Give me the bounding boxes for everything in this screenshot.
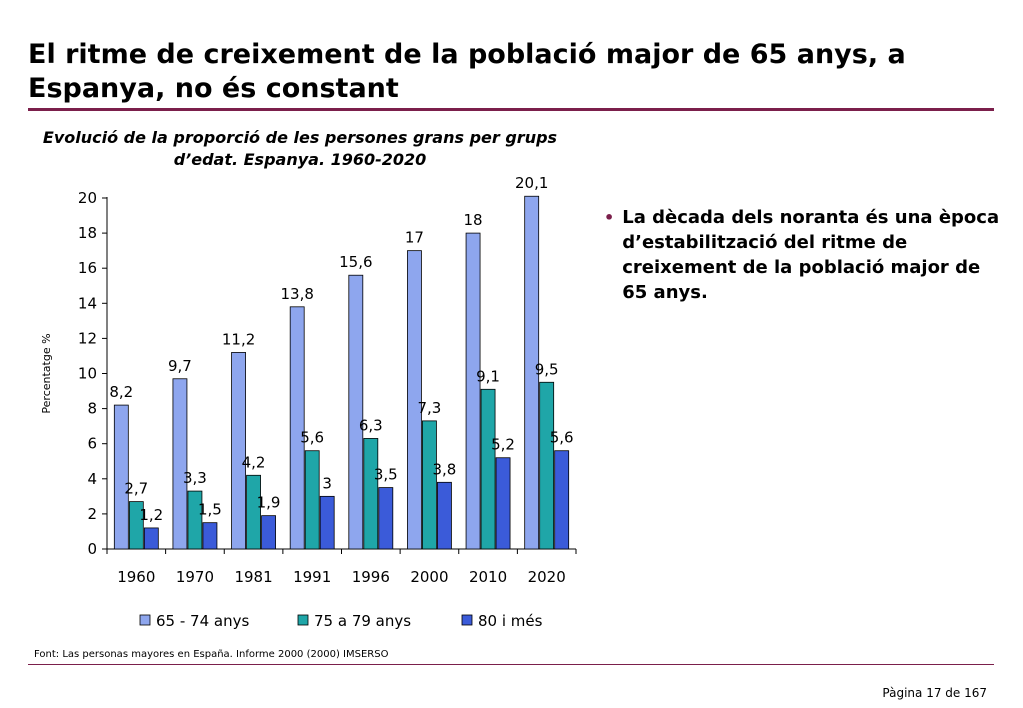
bar <box>378 487 394 550</box>
y-tick-label: 14 <box>78 294 97 312</box>
data-label: 20,1 <box>515 174 548 192</box>
y-tick-label: 0 <box>87 540 97 558</box>
data-label: 1,5 <box>198 501 222 519</box>
data-label: 3,5 <box>374 466 398 484</box>
bar <box>539 381 555 550</box>
bar <box>172 378 188 550</box>
data-label: 8,2 <box>109 383 133 401</box>
bar <box>422 420 437 550</box>
data-label: 18 <box>464 211 483 229</box>
data-label: 3 <box>322 474 332 492</box>
y-tick-label: 16 <box>78 259 97 277</box>
bar <box>202 522 218 550</box>
y-tick-label: 4 <box>87 470 97 488</box>
data-label: 9,1 <box>476 367 500 385</box>
data-label: 13,8 <box>280 285 313 303</box>
legend-label: 75 a 79 anys <box>314 612 411 630</box>
x-tick-label: 1970 <box>176 568 214 586</box>
y-tick-label: 10 <box>78 365 97 383</box>
x-tick-label: 1996 <box>352 568 390 586</box>
bar <box>128 501 144 550</box>
bar <box>246 474 261 550</box>
y-axis-label: Percentatge % <box>40 333 53 413</box>
title-divider <box>28 108 994 111</box>
bar <box>465 232 481 550</box>
data-label: 1,9 <box>257 494 281 512</box>
chart-title: Evolució de la proporció de les persones… <box>42 128 558 169</box>
legend-label: 65 - 74 anys <box>156 612 249 630</box>
data-label: 5,6 <box>550 429 574 447</box>
bar <box>554 450 570 550</box>
data-label: 1,2 <box>139 506 163 524</box>
page-number: Pàgina 17 de 167 <box>882 686 987 700</box>
y-tick-label: 8 <box>87 400 97 418</box>
source-note: Font: Las personas mayores en España. In… <box>34 649 389 660</box>
data-label: 5,2 <box>491 436 515 454</box>
data-label: 11,2 <box>222 330 255 348</box>
x-tick-label: 1960 <box>117 568 155 586</box>
data-label: 4,2 <box>242 453 266 471</box>
y-tick-label: 6 <box>87 435 97 453</box>
data-label: 3,8 <box>433 460 457 478</box>
data-label: 9,7 <box>168 357 192 375</box>
bar <box>304 450 320 550</box>
y-tick-label: 20 <box>78 189 97 207</box>
bar <box>289 306 305 550</box>
bar <box>319 495 335 550</box>
bullet-point: • La dècada dels noranta és una època d’… <box>604 205 1004 305</box>
bar <box>480 388 496 550</box>
bar <box>348 274 364 550</box>
legend-swatch <box>139 614 151 626</box>
bar <box>363 438 379 550</box>
bar <box>231 352 246 550</box>
bar <box>143 527 159 550</box>
bar <box>437 481 452 550</box>
x-tick-label: 2000 <box>410 568 448 586</box>
data-label: 15,6 <box>339 253 372 271</box>
footer-divider <box>28 664 994 665</box>
bar <box>407 250 422 550</box>
data-label: 2,7 <box>124 480 148 498</box>
bullet-icon: • <box>604 208 615 227</box>
bar <box>495 457 511 550</box>
data-label: 3,3 <box>183 469 207 487</box>
x-tick-label: 2020 <box>528 568 566 586</box>
bar <box>113 404 129 550</box>
legend-swatch <box>297 614 309 626</box>
bar <box>261 515 276 550</box>
legend-label: 80 i més <box>478 612 543 630</box>
x-tick-label: 2010 <box>469 568 507 586</box>
page-title: El ritme de creixement de la població ma… <box>28 39 906 104</box>
legend-swatch <box>461 614 473 626</box>
y-tick-label: 2 <box>87 505 97 523</box>
data-label: 6,3 <box>359 416 383 434</box>
x-tick-label: 1981 <box>234 568 272 586</box>
bullet-text: La dècada dels noranta és una època d’es… <box>622 207 1000 303</box>
data-label: 5,6 <box>300 429 324 447</box>
x-tick-label: 1991 <box>293 568 331 586</box>
data-label: 9,5 <box>535 360 559 378</box>
data-label: 17 <box>405 229 424 247</box>
data-label: 7,3 <box>418 399 442 417</box>
bar <box>187 490 203 550</box>
y-tick-label: 18 <box>78 224 97 242</box>
y-tick-label: 12 <box>78 329 97 347</box>
bar <box>524 195 540 550</box>
